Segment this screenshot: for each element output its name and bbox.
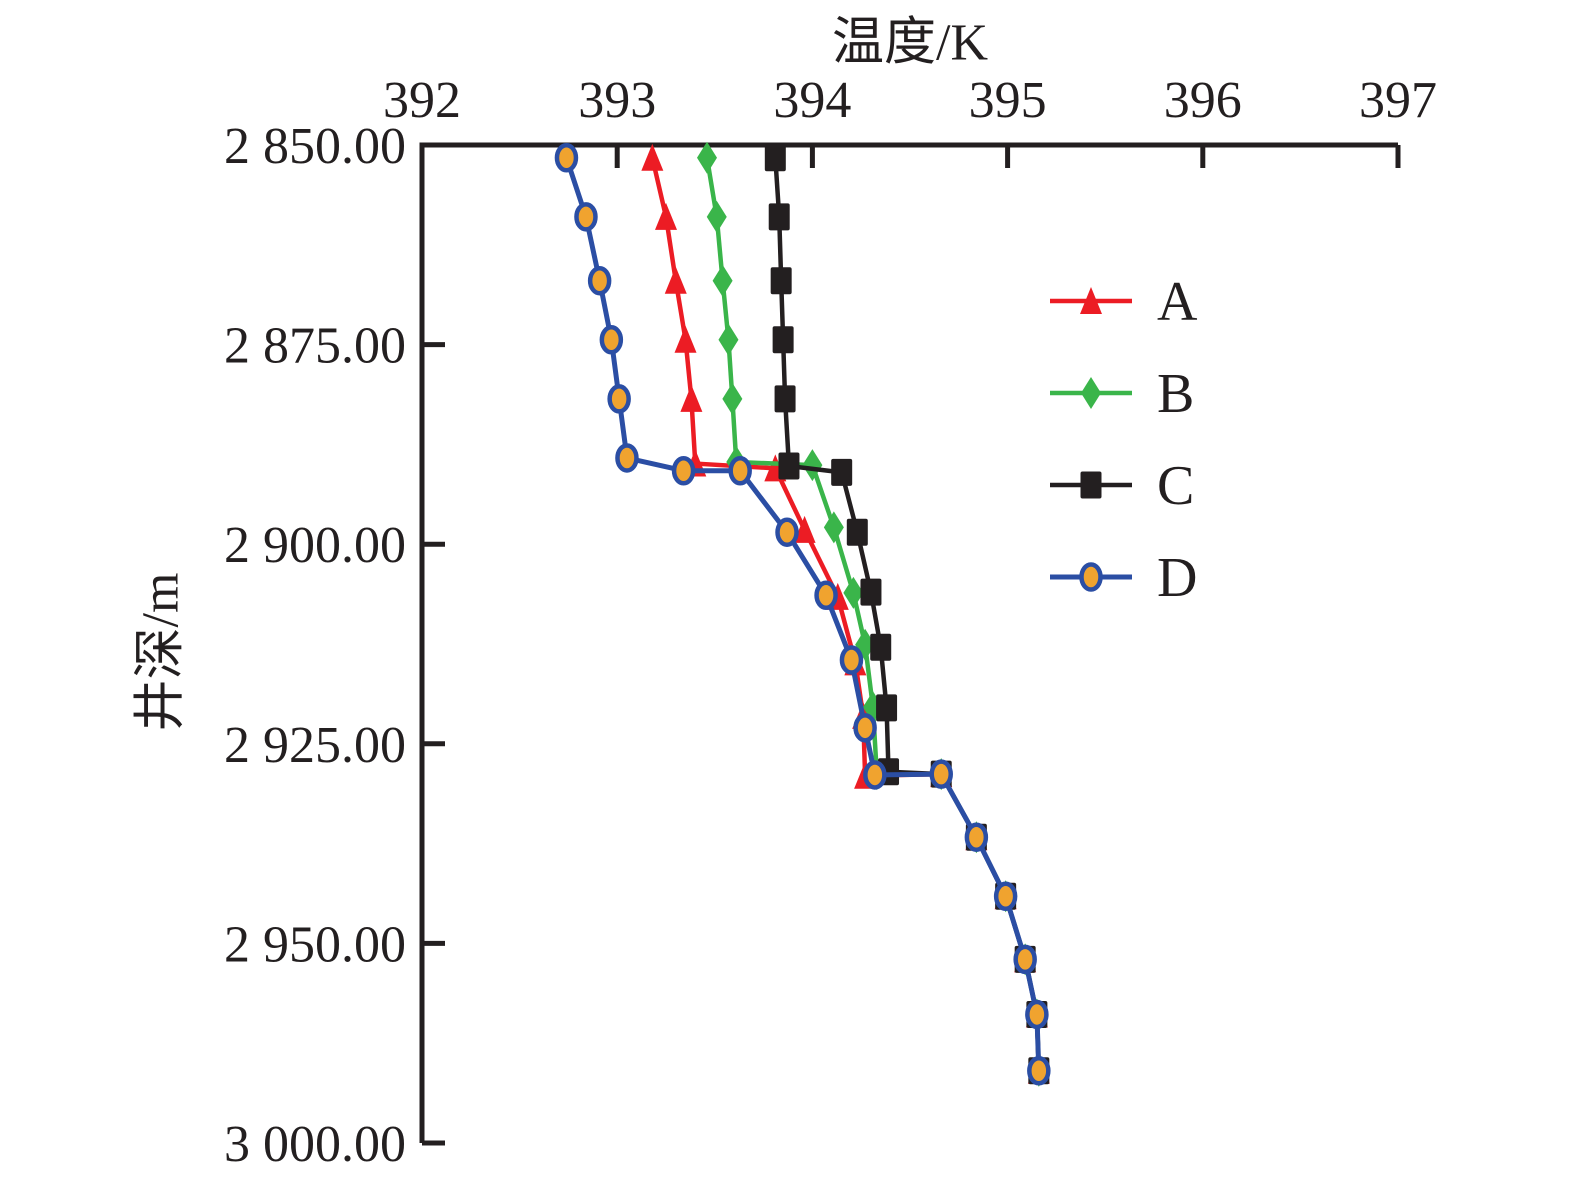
x-tick-label: 395 bbox=[969, 72, 1047, 129]
y-tick-label: 2 950.00 bbox=[224, 916, 406, 973]
legend-item-B: B bbox=[1050, 363, 1194, 425]
series-C-line bbox=[773, 157, 1042, 1071]
circle-marker bbox=[1013, 944, 1037, 975]
circle-marker bbox=[607, 384, 631, 414]
circle-marker bbox=[993, 881, 1018, 912]
circle-marker bbox=[599, 325, 624, 355]
diamond-marker bbox=[823, 511, 844, 544]
x-tick-label: 393 bbox=[578, 72, 656, 129]
legend-label-A: A bbox=[1157, 271, 1198, 333]
legend-item-A: A bbox=[1050, 271, 1198, 333]
square-marker bbox=[846, 518, 868, 546]
circle-marker bbox=[574, 202, 598, 232]
diamond-marker bbox=[843, 576, 864, 609]
circle-marker bbox=[671, 455, 696, 486]
square-marker bbox=[770, 267, 792, 295]
square-marker bbox=[774, 385, 796, 413]
triangle-marker bbox=[655, 202, 677, 230]
series-D-line bbox=[564, 156, 1042, 1071]
legend-label-D: D bbox=[1157, 547, 1197, 609]
y-tick-label: 2 925.00 bbox=[224, 717, 406, 774]
square-marker bbox=[860, 578, 882, 606]
circle-marker bbox=[728, 455, 752, 486]
x-tick-label: 396 bbox=[1164, 72, 1242, 129]
diamond-marker bbox=[696, 141, 717, 174]
legend-item-D: D bbox=[1050, 547, 1197, 609]
square-marker bbox=[1080, 471, 1102, 499]
x-tick-label: 397 bbox=[1359, 72, 1437, 129]
x-tick-label: 394 bbox=[773, 72, 851, 129]
triangle-marker bbox=[664, 266, 687, 294]
x-axis-ticks: 392 393 394 395 396 397 bbox=[383, 72, 1437, 168]
triangle-marker bbox=[680, 384, 703, 412]
diamond-marker bbox=[722, 382, 743, 415]
diamond-marker bbox=[718, 323, 739, 356]
legend-label-B: B bbox=[1157, 363, 1194, 425]
circle-marker bbox=[554, 143, 579, 173]
square-marker bbox=[764, 144, 786, 172]
circle-marker bbox=[1027, 1055, 1051, 1086]
square-marker bbox=[768, 203, 790, 231]
diamond-marker bbox=[1081, 377, 1101, 409]
circle-marker bbox=[814, 580, 838, 611]
square-marker bbox=[772, 326, 794, 354]
y-axis-ticks: 2 850.00 2 875.00 2 900.00 2 925.00 2 950.00… bbox=[224, 118, 445, 1173]
x-axis-title: 温度/K bbox=[831, 14, 989, 72]
y-tick-label: 3 000.00 bbox=[224, 1116, 406, 1173]
circle-marker bbox=[587, 265, 612, 296]
diamond-marker bbox=[706, 200, 727, 233]
circle-marker bbox=[929, 759, 953, 789]
legend-item-C: C bbox=[1050, 455, 1194, 517]
diamond-marker bbox=[712, 264, 733, 297]
circle-marker bbox=[615, 443, 639, 473]
series-D bbox=[554, 143, 1051, 1086]
series-A-line bbox=[650, 157, 1042, 1071]
circle-marker bbox=[1079, 562, 1103, 592]
circle-marker bbox=[839, 645, 864, 675]
square-marker bbox=[831, 458, 853, 486]
y-tick-label: 2 850.00 bbox=[224, 118, 406, 175]
triangle-marker bbox=[793, 515, 816, 543]
y-tick-label: 2 900.00 bbox=[224, 517, 406, 574]
triangle-marker bbox=[674, 325, 697, 353]
x-tick-label: 392 bbox=[383, 72, 461, 129]
circle-marker bbox=[964, 822, 989, 852]
series-C bbox=[764, 144, 1050, 1085]
circle-marker bbox=[853, 713, 877, 743]
y-tick-label: 2 875.00 bbox=[224, 318, 406, 375]
axes bbox=[419, 142, 1398, 1143]
square-marker bbox=[870, 633, 892, 661]
circle-marker bbox=[863, 760, 887, 790]
circle-marker bbox=[1025, 999, 1049, 1030]
series-A bbox=[641, 143, 1050, 1084]
square-marker bbox=[778, 452, 800, 480]
triangle-marker bbox=[1080, 287, 1102, 314]
square-marker bbox=[876, 694, 898, 722]
circle-marker bbox=[775, 517, 799, 547]
legend-label-C: C bbox=[1157, 455, 1194, 517]
diamond-marker bbox=[802, 449, 823, 482]
triangle-marker bbox=[641, 143, 664, 171]
